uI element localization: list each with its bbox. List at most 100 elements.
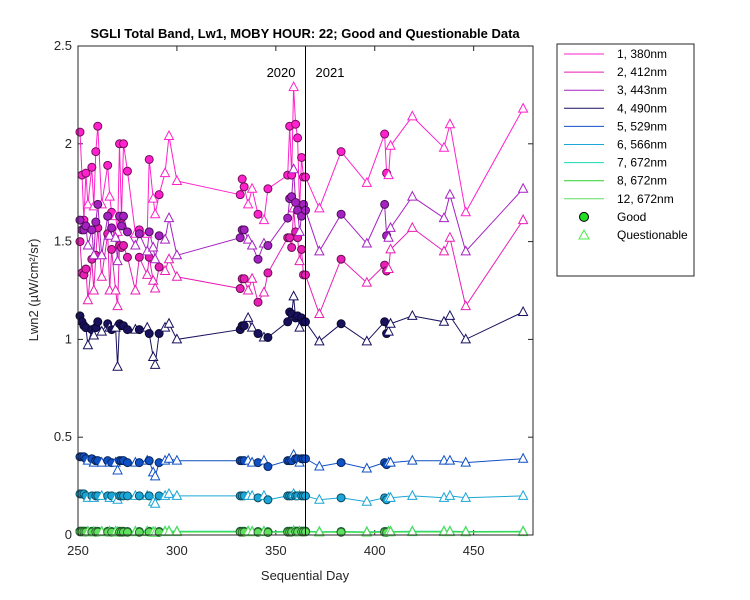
questionable-marker	[112, 300, 123, 311]
good-marker	[122, 227, 132, 237]
questionable-marker	[438, 315, 450, 326]
good-marker	[336, 527, 346, 537]
legend-label-6: 6, 566nm	[617, 138, 667, 152]
good-marker	[154, 190, 164, 200]
questionable-marker	[444, 188, 456, 199]
questionable-marker	[444, 489, 456, 500]
good-marker	[283, 213, 293, 223]
questionable-marker	[258, 214, 270, 225]
questionable-marker	[82, 294, 94, 305]
questionable-marker	[171, 525, 183, 537]
good-marker	[134, 458, 144, 468]
good-marker	[263, 462, 273, 472]
good-marker	[122, 325, 132, 335]
legend-label-good: Good	[617, 210, 646, 224]
questionable-marker	[444, 231, 456, 242]
questionable-marker	[361, 237, 373, 248]
questionable-marker	[517, 182, 529, 193]
questionable-marker	[361, 495, 373, 506]
x-tick-label: 250	[67, 543, 89, 558]
questionable-marker	[88, 249, 100, 260]
good-marker	[122, 252, 132, 262]
questionable-marker	[163, 317, 175, 328]
good-marker	[122, 527, 132, 537]
questionable-marker	[104, 190, 115, 201]
good-marker	[235, 233, 245, 243]
legend-label-3: 3, 443nm	[617, 83, 667, 97]
good-marker	[291, 197, 301, 207]
questionable-marker	[246, 321, 258, 332]
good-marker	[103, 211, 113, 221]
questionable-marker	[171, 454, 183, 465]
questionable-marker	[96, 325, 108, 336]
questionable-marker	[242, 311, 254, 322]
questionable-marker	[517, 214, 529, 225]
questionable-marker	[460, 206, 472, 217]
legend-label-questionable: Questionable	[617, 228, 688, 242]
questionable-marker	[460, 526, 472, 537]
questionable-marker	[171, 174, 183, 185]
questionable-marker	[406, 489, 418, 500]
questionable-marker	[361, 526, 373, 537]
good-marker	[253, 297, 263, 307]
legend-label-5: 5, 529nm	[617, 119, 667, 133]
good-marker	[297, 244, 307, 254]
questionable-marker	[147, 192, 159, 203]
good-marker	[122, 491, 132, 501]
legend-good-marker	[579, 211, 589, 222]
good-marker	[253, 254, 263, 264]
questionable-marker	[361, 276, 373, 287]
good-marker	[263, 527, 273, 537]
questionable-marker	[438, 141, 450, 152]
good-marker	[263, 241, 273, 251]
questionable-marker	[163, 487, 175, 498]
good-marker	[263, 184, 273, 194]
good-marker	[237, 174, 247, 184]
questionable-marker	[246, 182, 258, 193]
questionable-marker	[385, 243, 396, 254]
questionable-marker	[163, 452, 175, 463]
questionable-marker	[517, 525, 529, 537]
good-marker	[239, 274, 249, 284]
good-marker	[87, 225, 97, 235]
questionable-marker	[444, 118, 456, 129]
questionable-marker	[406, 525, 418, 537]
questionable-marker	[96, 249, 108, 260]
y-tick-label: 2.5	[54, 38, 72, 53]
questionable-marker	[149, 282, 161, 293]
questionable-marker	[517, 102, 529, 113]
good-marker	[154, 262, 164, 272]
x-axis-label: Sequential Day	[261, 568, 350, 583]
good-marker	[144, 456, 154, 466]
questionable-marker	[147, 274, 159, 285]
questionable-marker	[361, 335, 373, 346]
good-marker	[287, 242, 297, 252]
questionable-marker	[314, 460, 325, 471]
year-label-2020: 2020	[267, 65, 296, 80]
good-marker	[93, 317, 103, 327]
good-marker	[122, 458, 132, 468]
good-marker	[336, 254, 346, 264]
questionable-marker	[444, 454, 456, 465]
questionable-marker	[460, 456, 472, 467]
questionable-marker	[460, 491, 472, 502]
good-marker	[336, 319, 346, 329]
questionable-marker	[96, 270, 108, 281]
questionable-marker	[159, 264, 171, 275]
good-marker	[93, 121, 103, 131]
x-tick-label: 350	[265, 543, 287, 558]
questionable-marker	[314, 307, 325, 318]
good-marker	[380, 199, 390, 209]
questionable-marker	[149, 497, 161, 508]
questionable-marker	[383, 169, 394, 180]
good-marker	[103, 160, 113, 170]
legend-label-2: 2, 412nm	[617, 65, 667, 79]
questionable-marker	[258, 286, 270, 297]
questionable-marker	[130, 239, 141, 250]
questionable-marker	[385, 317, 396, 328]
questionable-marker	[112, 464, 123, 475]
plot-frame	[77, 45, 534, 536]
good-marker	[239, 225, 249, 235]
good-marker	[263, 268, 273, 278]
good-marker	[91, 147, 101, 157]
